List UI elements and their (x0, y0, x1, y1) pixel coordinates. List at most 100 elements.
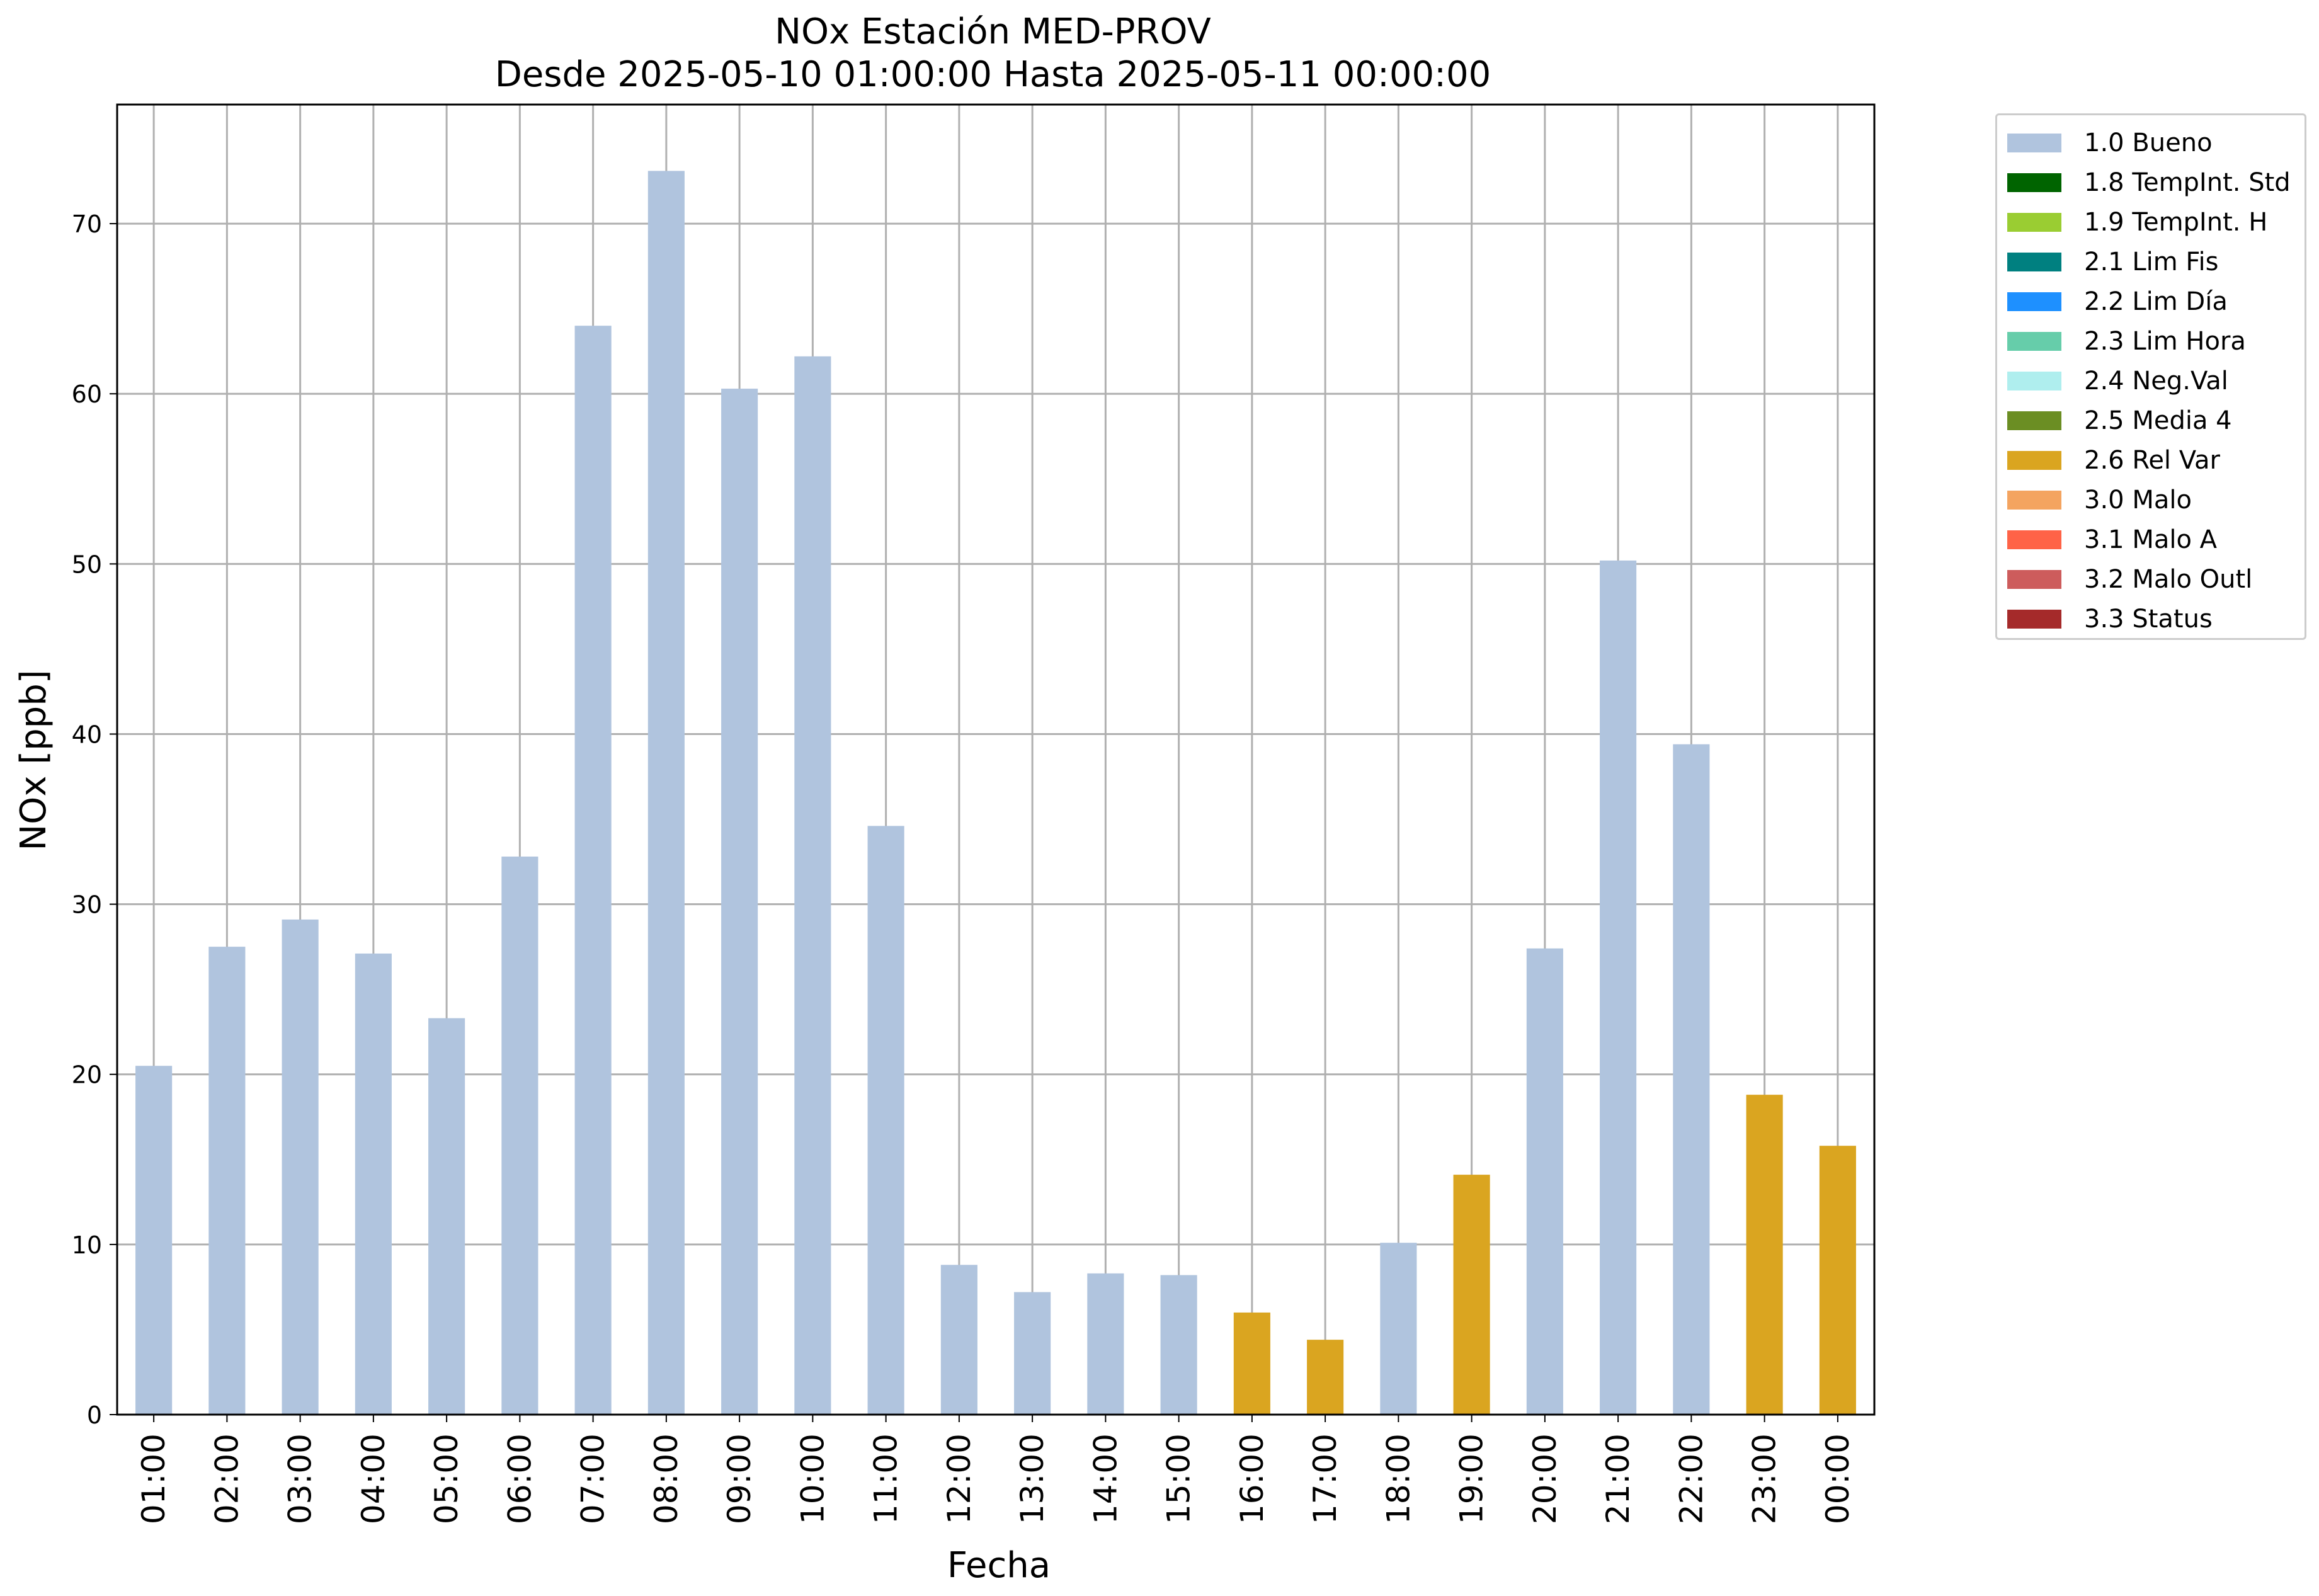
legend-swatch (2007, 331, 2061, 351)
legend-label: 1.0 Bueno (2084, 128, 2213, 157)
x-tick-label: 14:00 (1087, 1434, 1124, 1524)
legend-swatch (2007, 569, 2061, 589)
legend-label: 3.1 Malo A (2084, 525, 2218, 554)
legend-label: 2.5 Media 4 (2084, 406, 2232, 435)
chart-title: NOx Estación MED-PROV (775, 11, 1211, 52)
x-tick-label: 11:00 (868, 1434, 904, 1524)
legend-swatch (2007, 411, 2061, 430)
bar-22:00 (1673, 744, 1710, 1415)
y-tick-label: 70 (72, 210, 102, 238)
legend-label: 2.3 Lim Hora (2084, 326, 2246, 356)
legend-swatch (2007, 371, 2061, 390)
axes: 01:00 02:00 03:00 04:00 05:00 06:00 07:00 08:00… (72, 103, 1876, 1524)
y-tick-label: 10 (72, 1231, 102, 1259)
y-tick-label: 0 (87, 1401, 102, 1429)
legend-swatch (2007, 450, 2061, 470)
bar-00:00 (1819, 1146, 1856, 1415)
x-tick-label: 07:00 (575, 1434, 612, 1524)
bar-10:00 (794, 356, 831, 1415)
bar-11:00 (867, 826, 904, 1415)
bar-09:00 (721, 389, 758, 1415)
legend-item: 2.4 Neg.Val (2007, 361, 2228, 401)
bar-01:00 (135, 1066, 173, 1415)
legend-item: 1.8 TempInt. Std (2007, 162, 2291, 202)
bar-19:00 (1453, 1175, 1490, 1415)
legend: 1.0 Bueno 1.8 TempInt. Std 1.9 TempInt. H 2… (1995, 113, 2306, 640)
x-tick-label: 05:00 (428, 1434, 465, 1524)
legend-item: 2.1 Lim Fis (2007, 242, 2218, 282)
legend-swatch (2007, 252, 2061, 271)
bars (135, 171, 1856, 1415)
legend-item: 3.0 Malo (2007, 480, 2192, 520)
bar-20:00 (1526, 948, 1563, 1415)
bar-15:00 (1160, 1275, 1197, 1415)
x-tick-label: 06:00 (501, 1434, 538, 1524)
legend-swatch (2007, 530, 2061, 549)
x-tick-label: 10:00 (794, 1434, 831, 1524)
x-tick-label: 12:00 (941, 1434, 977, 1524)
y-tick-label: 20 (72, 1061, 102, 1089)
legend-swatch (2007, 173, 2061, 192)
bar-05:00 (428, 1018, 465, 1415)
legend-label: 2.4 Neg.Val (2084, 366, 2228, 396)
legend-label: 1.8 TempInt. Std (2084, 168, 2291, 197)
legend-item: 2.5 Media 4 (2007, 401, 2232, 440)
legend-swatch (2007, 609, 2061, 629)
bar-17:00 (1307, 1340, 1344, 1415)
bar-02:00 (208, 947, 246, 1415)
legend-label: 1.9 TempInt. H (2084, 207, 2268, 237)
legend-item: 2.6 Rel Var (2007, 440, 2220, 480)
legend-swatch (2007, 212, 2061, 232)
x-tick-label: 00:00 (1820, 1434, 1856, 1524)
x-axis-label: Fecha (947, 1545, 1051, 1586)
bar-23:00 (1746, 1095, 1783, 1415)
legend-item: 3.2 Malo Outl (2007, 559, 2252, 599)
x-tick-label: 21:00 (1600, 1434, 1636, 1524)
legend-item: 2.3 Lim Hora (2007, 321, 2246, 361)
legend-swatch (2007, 133, 2061, 152)
bar-03:00 (282, 919, 319, 1415)
bar-14:00 (1087, 1273, 1124, 1415)
legend-item: 3.1 Malo A (2007, 520, 2217, 559)
x-tick-label: 01:00 (135, 1434, 172, 1524)
legend-label: 2.2 Lim Día (2084, 287, 2228, 316)
bar-21:00 (1600, 560, 1637, 1415)
y-tick-label: 40 (72, 721, 102, 748)
legend-item: 1.9 TempInt. H (2007, 202, 2267, 242)
y-tick-label: 60 (72, 380, 102, 408)
plot-frame (116, 103, 1876, 1416)
x-tick-label: 17:00 (1307, 1434, 1343, 1524)
x-tick-label: 04:00 (355, 1434, 392, 1524)
bar-13:00 (1014, 1292, 1051, 1415)
bar-18:00 (1380, 1243, 1417, 1415)
bar-06:00 (501, 856, 538, 1415)
bar-16:00 (1233, 1312, 1270, 1415)
y-tick-label: 30 (72, 891, 102, 919)
legend-item: 3.3 Status (2007, 599, 2213, 639)
x-tick-label: 22:00 (1673, 1434, 1709, 1524)
x-tick-label: 03:00 (282, 1434, 319, 1524)
x-tick-label: 02:00 (208, 1434, 245, 1524)
legend-label: 2.6 Rel Var (2084, 445, 2220, 475)
y-tick-label: 50 (72, 550, 102, 578)
x-tick-label: 08:00 (648, 1434, 685, 1524)
x-tick-label: 13:00 (1014, 1434, 1051, 1524)
bar-07:00 (574, 326, 612, 1415)
y-axis-label: NOx [ppb] (13, 670, 54, 850)
legend-swatch (2007, 490, 2061, 510)
x-tick-label: 16:00 (1234, 1434, 1270, 1524)
bar-08:00 (647, 171, 685, 1415)
legend-label: 3.2 Malo Outl (2084, 564, 2253, 594)
legend-item: 1.0 Bueno (2007, 123, 2213, 162)
x-tick-label: 19:00 (1454, 1434, 1490, 1524)
x-tick-label: 15:00 (1161, 1434, 1197, 1524)
x-tick-label: 09:00 (721, 1434, 758, 1524)
legend-swatch (2007, 292, 2061, 311)
legend-item: 2.2 Lim Día (2007, 282, 2228, 321)
bar-04:00 (355, 953, 392, 1415)
legend-label: 2.1 Lim Fis (2084, 247, 2219, 276)
legend-label: 3.3 Status (2084, 604, 2213, 634)
chart-subtitle: Desde 2025-05-10 01:00:00 Hasta 2025-05-… (494, 54, 1491, 95)
bar-12:00 (940, 1265, 977, 1415)
